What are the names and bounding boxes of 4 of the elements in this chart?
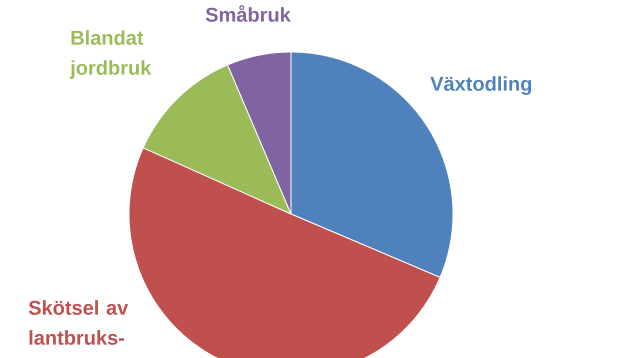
slice-label: Växtodling: [430, 76, 532, 95]
slice-label: Blandat jordbruk: [70, 30, 152, 79]
slice-label: Småbruk: [206, 5, 291, 22]
slice-label: Skötsel av lantbruks-: [28, 300, 128, 345]
